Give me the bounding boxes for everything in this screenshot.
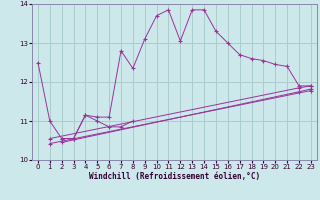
X-axis label: Windchill (Refroidissement éolien,°C): Windchill (Refroidissement éolien,°C): [89, 172, 260, 181]
